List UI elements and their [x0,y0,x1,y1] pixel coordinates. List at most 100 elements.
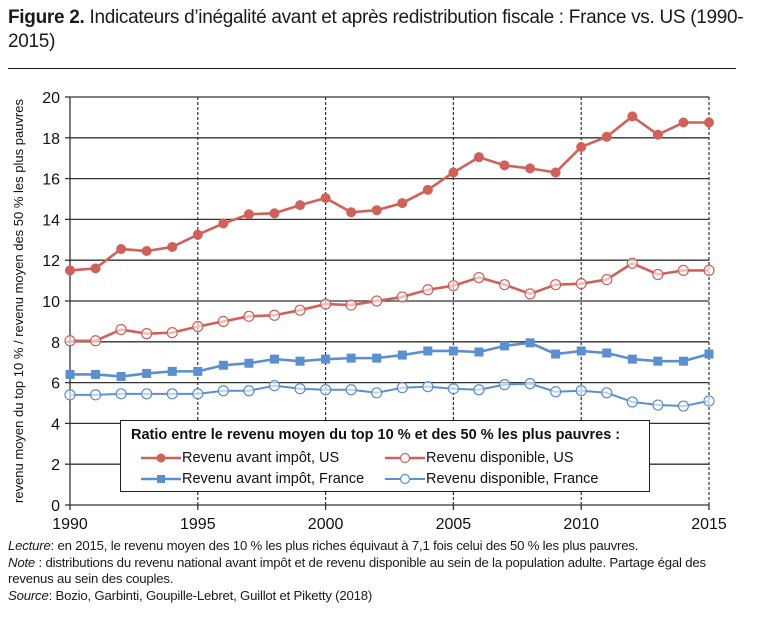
series-line [70,261,709,343]
x-tick-label: 1995 [180,516,216,533]
x-tick-label: 1990 [52,516,88,533]
data-point [601,273,613,286]
data-point [447,383,459,395]
data-point [652,399,664,411]
x-tick-label: 2005 [436,516,472,533]
data-point [576,346,586,356]
data-point [499,160,510,171]
y-tick-label: 16 [42,172,60,189]
y-tick-labels: 0 2 4 6 8 10 12 14 16 18 20 [42,90,60,515]
data-point [65,369,75,379]
data-point [524,378,536,390]
source-note: Source: Bozio, Garbinti, Goupille-Lebret… [8,588,753,605]
data-point [704,349,714,359]
data-point [116,243,127,254]
open-circle-marker-icon [385,473,425,485]
series-group [64,111,715,412]
data-point [321,354,331,364]
legend-title: Ratio entre le revenu moyen du top 10 % … [131,427,621,443]
y-tick-label: 18 [42,131,60,148]
data-point [473,271,485,284]
legend-label: Revenu avant impôt, France [182,471,365,487]
data-point [550,279,562,291]
data-point [320,384,332,396]
y-tick-label: 12 [42,253,60,270]
data-point [269,208,280,219]
legend-item-france-disposable: Revenu disponible, France [385,469,599,489]
data-point [576,141,587,152]
data-point [141,388,153,400]
lecture-label: Lecture [8,538,51,553]
data-point [167,366,177,376]
data-point [320,298,332,310]
y-tick-label: 8 [51,335,60,352]
figure-notes: Lecture: en 2015, le revenu moyen des 10… [8,538,753,604]
lecture-text: : en 2015, le revenu moyen des 10 % les … [50,538,639,553]
figure-title-text: Indicateurs d’inégalité avant et après r… [8,7,744,52]
data-point [677,400,690,412]
title-divider [8,68,736,69]
source-label: Source [8,587,49,603]
data-point [64,389,76,401]
data-point [142,368,152,378]
data-point [474,347,484,357]
data-point [294,383,306,395]
data-point [448,346,458,356]
data-point [243,310,255,322]
data-point [320,192,331,203]
data-point [473,152,484,163]
data-point [525,163,536,174]
data-point [116,371,126,381]
data-point [64,335,76,347]
series-revenu-disponible-us [64,257,715,347]
data-point [678,117,689,128]
data-point [575,385,587,397]
data-point [448,167,459,178]
y-tick-label: 2 [51,457,60,474]
data-point [192,320,204,333]
data-point [396,382,408,394]
series-revenu-disponible-france [64,378,715,412]
data-point [422,381,434,393]
x-tick-label: 2010 [563,516,599,533]
legend-item-us-disposable: Revenu disponible, US [385,448,574,468]
source-text: : Bozio, Garbinti, Goupille-Lebret, Guil… [48,587,373,603]
data-point [294,304,306,316]
data-point [601,131,612,142]
data-point [500,341,510,351]
data-point [626,257,638,269]
data-point [192,388,204,400]
y-tick-label: 4 [51,416,60,433]
data-point [371,205,382,216]
data-point [704,117,714,128]
data-point [397,350,407,360]
data-point [602,348,612,358]
data-point [626,396,638,408]
data-point [345,384,357,396]
data-point [243,209,254,220]
data-point [575,278,587,290]
data-point [627,354,637,364]
data-point [551,349,561,359]
figure-label: Figure 2. [8,7,85,28]
data-point [89,335,102,347]
data-point [396,291,408,303]
series-line [70,382,710,408]
legend-label: Revenu avant impôt, US [182,450,340,466]
data-point [91,369,101,379]
note-label: Note [8,554,36,570]
data-point [371,387,383,399]
data-point [217,315,229,327]
data-point [345,299,357,311]
series-revenu-avant-imp-t-us [65,111,714,276]
data-point [397,198,408,209]
data-point [295,200,306,211]
data-point [268,380,281,392]
series-line [70,341,710,378]
data-point [243,385,255,397]
data-point [346,207,357,218]
y-tick-label: 6 [51,376,60,393]
data-point [703,395,715,407]
series-line [69,115,709,272]
y-tick-label: 20 [42,90,60,107]
